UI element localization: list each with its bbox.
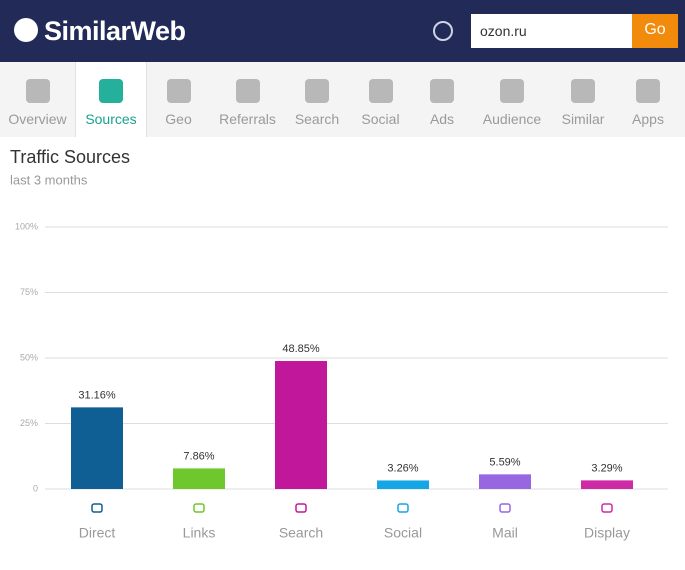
- nav-tab[interactable]: Sources: [75, 62, 147, 137]
- nav-tab[interactable]: Referrals: [210, 62, 285, 137]
- nav-tab[interactable]: Overview: [0, 62, 75, 137]
- bar: [71, 407, 123, 489]
- y-tick-label: 50%: [20, 352, 38, 362]
- chart-title: Traffic Sources: [10, 147, 130, 167]
- tab-icon: [166, 79, 191, 103]
- x-tick-label: Mail: [492, 525, 518, 541]
- tab-icon: [25, 79, 50, 103]
- logo-icon: [14, 18, 38, 42]
- category-icon: [397, 503, 409, 513]
- x-tick-label: Social: [384, 525, 422, 541]
- tab-label: Referrals: [219, 111, 276, 127]
- nav-tab[interactable]: Apps: [614, 62, 682, 137]
- category-icon: [193, 503, 205, 513]
- tab-label: Apps: [632, 111, 664, 127]
- tab-label: Social: [361, 111, 400, 127]
- chart: Traffic Sources last 3 months 0 25% 50% 75%…: [10, 147, 668, 541]
- tab-icon: [430, 79, 454, 103]
- category-icon: [499, 503, 511, 513]
- x-tick-label: Display: [584, 525, 630, 541]
- category-icon: [91, 503, 103, 513]
- go-button[interactable]: Go: [632, 14, 678, 48]
- y-tick-label: 0: [33, 483, 38, 493]
- tab-label: Geo: [165, 111, 192, 127]
- tab-icon: [500, 79, 524, 103]
- search-input[interactable]: ozon.ru: [471, 14, 632, 48]
- y-tick-label: 75%: [20, 287, 38, 297]
- bar: [479, 474, 531, 489]
- tab-icon: [368, 79, 393, 103]
- bar: [377, 480, 429, 489]
- nav-tab[interactable]: Geo: [147, 62, 210, 137]
- bar: [275, 361, 327, 489]
- logo: SimilarWeb: [44, 16, 186, 46]
- x-tick-label: Search: [279, 525, 323, 541]
- nav-tab[interactable]: Audience: [472, 62, 552, 137]
- x-tick-label: Direct: [79, 525, 116, 541]
- value-label: 7.86%: [183, 450, 214, 462]
- value-label: 31.16%: [78, 389, 116, 401]
- chart-subtitle: last 3 months: [10, 172, 88, 187]
- nav-tab[interactable]: Social: [349, 62, 412, 137]
- bar: [581, 480, 633, 489]
- tab-icon: [636, 79, 660, 103]
- value-label: 3.29%: [591, 462, 622, 474]
- tab-label: Ads: [429, 111, 455, 127]
- tab-label: Overview: [8, 111, 67, 127]
- category-icon: [601, 503, 613, 513]
- nav-tab[interactable]: Ads: [412, 62, 472, 137]
- nav-bar: Overview Sources Geo Referrals Search Social A…: [0, 62, 685, 137]
- tab-label: Sources: [85, 111, 137, 127]
- tab-label: Similar: [561, 111, 605, 127]
- bar: [173, 468, 225, 489]
- x-tick-label: Links: [183, 525, 216, 541]
- tab-icon: [571, 79, 595, 103]
- nav-tab[interactable]: Search: [285, 62, 349, 137]
- y-tick-label: 100%: [15, 221, 38, 231]
- value-label: 48.85%: [282, 343, 320, 355]
- value-label: 3.26%: [387, 462, 418, 474]
- tab-label: Audience: [482, 111, 542, 127]
- header: SimilarWeb ozon.ru Go: [0, 0, 685, 62]
- nav-tab[interactable]: Similar: [552, 62, 614, 137]
- value-label: 5.59%: [489, 456, 520, 468]
- settings-button[interactable]: [433, 21, 453, 41]
- y-tick-label: 25%: [20, 418, 38, 428]
- tab-icon: [99, 79, 123, 103]
- category-icon: [295, 503, 307, 513]
- tab-icon: [305, 79, 329, 103]
- tab-icon: [235, 79, 260, 103]
- tab-label: Search: [294, 111, 340, 127]
